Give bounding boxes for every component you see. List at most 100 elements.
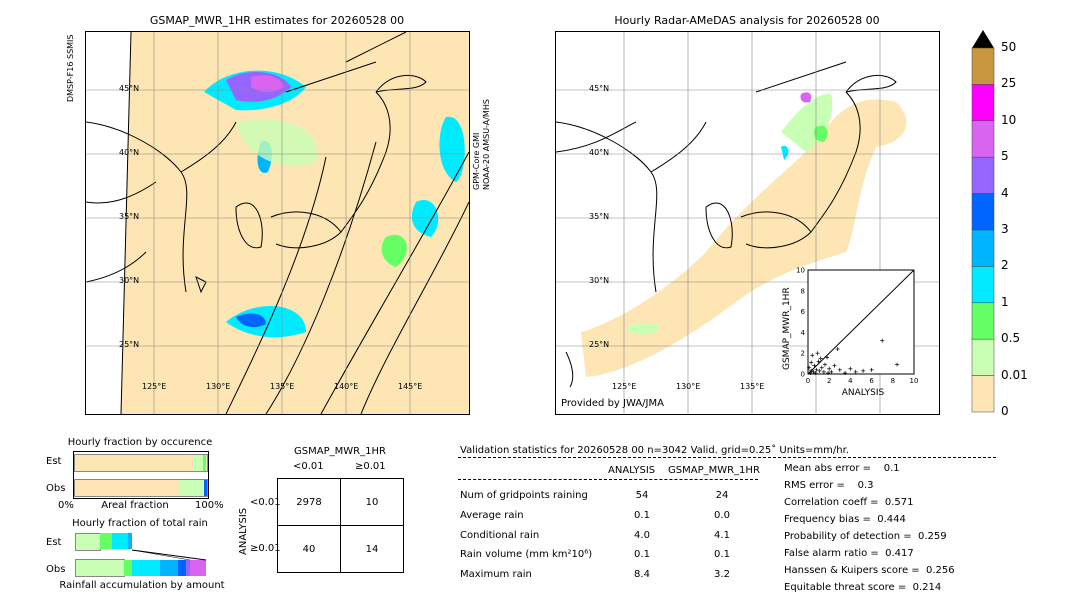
- scatter-plot: 0 0 2 2 4 4 6 6 8 8 10 10 GSMAP_MWR_1HR ANALYSIS: [780, 262, 930, 402]
- scatter-xlabel: ANALYSIS: [841, 388, 885, 398]
- scatter-point: [832, 363, 837, 368]
- sensor-left-label: DMSP-F16 SSMIS: [66, 34, 75, 103]
- contingency-cell: 40: [277, 525, 341, 573]
- stat-label: Num of gridpoints raining: [460, 490, 588, 501]
- total-rain-obs-seg: [124, 560, 132, 576]
- stat-analysis: 54: [635, 490, 649, 501]
- scatter-point: [835, 347, 840, 352]
- stat-gsmap: 24: [715, 490, 729, 501]
- lat-label: 30°N: [119, 276, 140, 285]
- total-rain-est-seg: [100, 533, 112, 549]
- stat-analysis: 4.0: [634, 530, 650, 541]
- scatter-ytick: 8: [801, 287, 805, 295]
- lon-label: 130°E: [206, 382, 231, 391]
- lat-label: 40°N: [119, 148, 140, 157]
- colorbar-canvas: [971, 30, 995, 413]
- colorbar-segment: [971, 193, 995, 231]
- stat-analysis: 8.4: [634, 569, 650, 580]
- scatter-point: [815, 351, 820, 356]
- colorbar-label: 5: [1001, 149, 1009, 164]
- validation-header: Validation statistics for 20260528 00 n=…: [460, 445, 849, 456]
- scatter-xtick: 6: [869, 377, 874, 385]
- colorbar-segment: [971, 375, 995, 413]
- scatter-xtick: 4: [848, 377, 853, 385]
- score-line: Equitable threat score = 0.214: [784, 582, 942, 593]
- scatter-point: [813, 370, 818, 375]
- scatter-ytick: 4: [801, 329, 806, 337]
- stat-gsmap: 0.0: [714, 510, 730, 521]
- total-rain-obs-seg: [132, 560, 160, 576]
- left-map-title: GSMAP_MWR_1HR estimates for 20260528 00: [149, 14, 405, 27]
- occurrence-title: Hourly fraction by occurence: [67, 437, 213, 448]
- total-rain-chart: [73, 532, 207, 578]
- colorbar-extend-arrow: [972, 30, 994, 48]
- colorbar-label: 0.01: [1001, 367, 1028, 382]
- scatter-diagonal: [807, 269, 915, 375]
- total-rain-obs-seg: [178, 560, 186, 576]
- lon-label: 145°E: [398, 382, 423, 391]
- scatter-xtick: 10: [910, 377, 919, 385]
- sensor-right-label-2: NOAA-20 AMSU-A/MHS: [482, 99, 491, 190]
- colorbar-label: 0.5: [1001, 331, 1021, 346]
- total-rain-obs-seg: [190, 560, 206, 576]
- occurrence-est-rain2: [203, 455, 206, 471]
- total-rain-row-est: Est: [46, 537, 62, 548]
- lon-label: 130°E: [676, 382, 701, 391]
- scatter-point: [869, 367, 874, 372]
- scatter-point: [848, 366, 853, 371]
- contingency-cell: 10: [340, 478, 404, 526]
- colorbar-segment: [971, 47, 995, 85]
- lat-label: 25°N: [589, 340, 610, 349]
- contingency-cell: 2978: [277, 478, 341, 526]
- occurrence-obs-bar: [74, 479, 208, 497]
- stat-label: Rain volume (mm km²10⁶): [460, 549, 593, 560]
- validation-col-gsmap: GSMAP_MWR_1HR: [668, 465, 760, 476]
- score-line: False alarm ratio = 0.417: [784, 548, 914, 559]
- contingency-title: GSMAP_MWR_1HR: [294, 446, 386, 457]
- scatter-xtick: 8: [891, 377, 895, 385]
- scatter-point: [809, 368, 814, 373]
- total-rain-obs-seg: [186, 560, 190, 576]
- stat-gsmap: 0.1: [714, 549, 730, 560]
- scatter-point: [810, 353, 815, 358]
- scatter-xtick: 0: [806, 377, 810, 385]
- colorbar: 50 25 10 5 4 3 2 1 0.5 0.01 0: [970, 30, 1070, 420]
- occurrence-x-left: 0%: [58, 500, 74, 511]
- stat-label: Maximum rain: [460, 569, 532, 580]
- stat-analysis: 0.1: [634, 549, 650, 560]
- stat-label: Conditional rain: [460, 530, 540, 541]
- contingency-col-lt: <0.01: [293, 461, 324, 472]
- sensor-right-label-1: GPM-Core GMI: [472, 132, 481, 190]
- scatter-point: [812, 363, 817, 368]
- total-rain-est-seg: [128, 533, 132, 549]
- occurrence-est-bar: [74, 454, 208, 472]
- colorbar-label: 3: [1001, 222, 1009, 236]
- occurrence-est-rain: [194, 455, 203, 471]
- occurrence-row-est: Est: [46, 456, 62, 467]
- occurrence-row-obs: Obs: [46, 483, 66, 494]
- colorbar-segment: [971, 156, 995, 194]
- lat-label: 25°N: [119, 340, 140, 349]
- scatter-ytick: 6: [801, 308, 806, 316]
- total-rain-est-seg: [112, 533, 128, 549]
- score-line: Frequency bias = 0.444: [784, 514, 906, 525]
- scatter-point: [837, 367, 842, 372]
- colorbar-label: 4: [1001, 185, 1009, 200]
- scatter-point: [880, 338, 885, 343]
- scatter-point: [843, 370, 848, 375]
- colorbar-segment: [971, 302, 995, 340]
- scatter-ylabel: GSMAP_MWR_1HR: [782, 287, 792, 370]
- lat-label: 40°N: [589, 148, 610, 157]
- scatter-point: [826, 370, 831, 375]
- scatter-point: [822, 362, 827, 367]
- colorbar-label: 0: [1001, 404, 1009, 418]
- scatter-point: [809, 360, 814, 365]
- validation-col-divider: [458, 479, 758, 480]
- scatter-point: [818, 356, 823, 361]
- scatter-xtick: 2: [827, 377, 831, 385]
- contingency-col-ge: ≥0.01: [355, 461, 386, 472]
- left-map: 45°N 40°N 35°N 30°N 25°N 125°E 130°E 135…: [85, 31, 470, 415]
- score-line: Mean abs error = 0.1: [784, 463, 900, 474]
- total-rain-connectors: [131, 549, 207, 561]
- colorbar-segment: [971, 120, 995, 158]
